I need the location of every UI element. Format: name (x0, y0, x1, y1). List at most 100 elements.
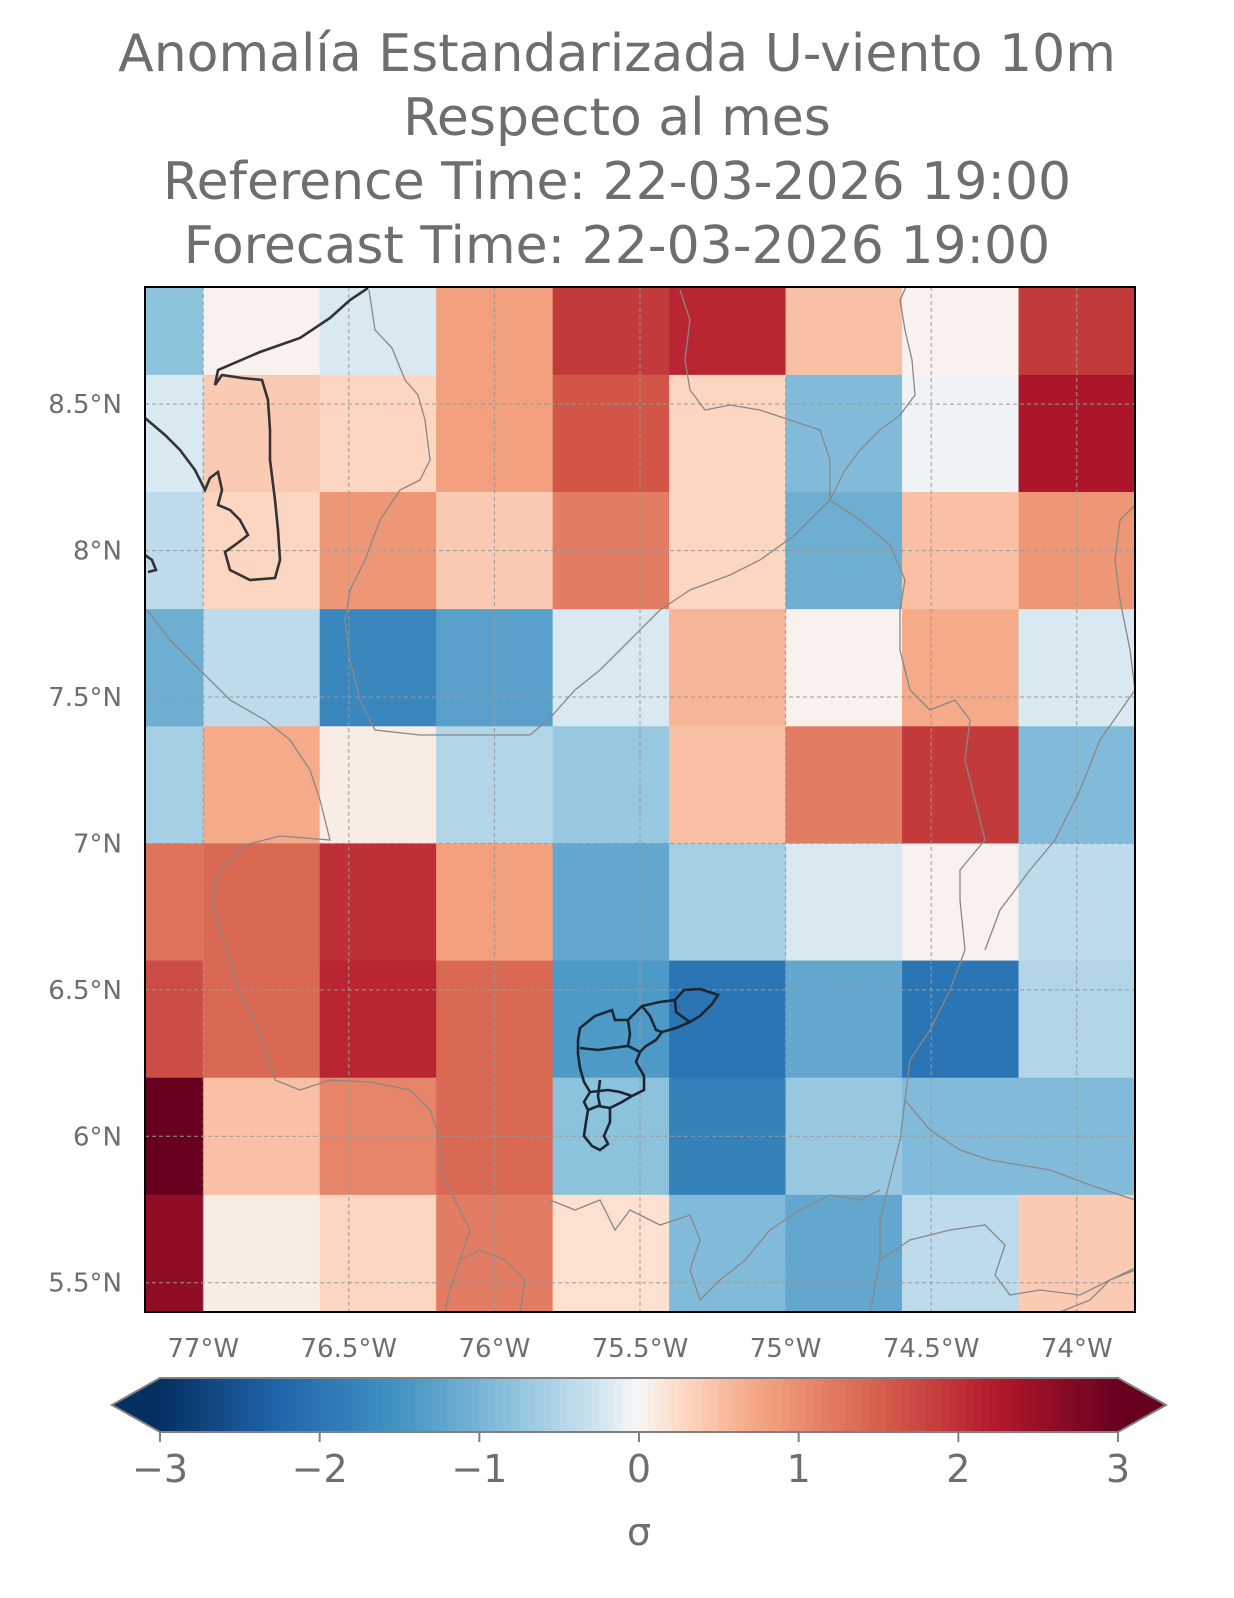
colorbar-segment (207, 1378, 217, 1432)
department-boundary (146, 609, 471, 1312)
grid-cell (902, 726, 1020, 845)
grid-cell (319, 960, 437, 1079)
geographic-boundaries (145, 287, 1135, 1312)
grid-cell (319, 374, 437, 493)
lat-tick-label: 7.5°N (48, 683, 122, 713)
grid-cell (902, 374, 1020, 493)
grid-cell (785, 960, 903, 1079)
colorbar-segment (407, 1378, 417, 1432)
colorbar-segment (758, 1378, 768, 1432)
colorbar-segment (527, 1378, 536, 1432)
grid-cell (785, 1194, 903, 1312)
colorbar-segment (455, 1378, 464, 1432)
colorbar-segment (439, 1378, 448, 1432)
colorbar-segment (287, 1378, 297, 1432)
municipality-outline (626, 1019, 632, 1047)
colorbar-segment (359, 1378, 369, 1432)
municipality-outline (587, 1104, 611, 1112)
grid-cell (669, 609, 787, 727)
grid-cell (902, 960, 1020, 1079)
colorbar-segment (1102, 1378, 1111, 1432)
longitude-axis: 77°W 76.5°W 76°W 75.5°W 75°W 74.5°W 74°W (167, 1334, 1112, 1364)
colorbar-segment (263, 1378, 273, 1432)
department-boundary (679, 289, 831, 500)
colorbar-segment (583, 1378, 592, 1432)
grid-cell (145, 609, 204, 727)
colorbar-segment (639, 1378, 648, 1432)
grid-cell (785, 374, 903, 493)
colorbar-segment (742, 1378, 752, 1432)
colorbar-segment (774, 1378, 784, 1432)
lon-tick-label: 75.5°W (592, 1334, 689, 1364)
grid-cell (552, 1194, 670, 1312)
grid-cell (552, 726, 670, 845)
colorbar-segment (1070, 1378, 1079, 1432)
grid-cell (319, 726, 437, 845)
colorbar-extend-min (112, 1378, 160, 1432)
colorbar-segment (694, 1378, 704, 1432)
colorbar-segment (798, 1378, 808, 1432)
grid-cell (319, 609, 437, 727)
grid-cell (902, 287, 1020, 376)
colorbar-segment (886, 1378, 896, 1432)
colorbar-segment (215, 1378, 225, 1432)
grid-cell (203, 287, 321, 376)
gridlines (145, 287, 1135, 1312)
colorbar-tick-label: 2 (946, 1447, 970, 1491)
colorbar-segment (479, 1378, 488, 1432)
colorbar-segment (343, 1378, 353, 1432)
colorbar-tick-label: −1 (451, 1447, 507, 1491)
grid-cell (669, 960, 787, 1079)
grid-cell (785, 609, 903, 727)
colorbar-segment (1054, 1378, 1063, 1432)
colorbar-segment (223, 1378, 233, 1432)
colorbar-segment (319, 1378, 329, 1432)
grid-cell (145, 843, 204, 962)
colorbar-segment (599, 1378, 608, 1432)
colorbar-segment (247, 1378, 257, 1432)
grid-cell (145, 1194, 204, 1312)
department-boundary (829, 499, 986, 1312)
colorbar-segment (894, 1378, 904, 1432)
colorbar-segment (1062, 1378, 1071, 1432)
colorbar-segment (1038, 1378, 1047, 1432)
colorbar-tick-label: 3 (1106, 1447, 1130, 1491)
colorbar-segment (846, 1378, 856, 1432)
colorbar-segment (423, 1378, 433, 1432)
grid-cell (669, 1194, 787, 1312)
colorbar-segment (1086, 1378, 1095, 1432)
colorbar-segment (567, 1378, 576, 1432)
colorbar-segment (678, 1378, 688, 1432)
colorbar-extend-max (1118, 1378, 1166, 1432)
colorbar-segment (1030, 1378, 1039, 1432)
grid-cell (785, 726, 903, 845)
colorbar-segment (631, 1378, 640, 1432)
colorbar-segment (918, 1378, 927, 1432)
colorbar-segment (519, 1378, 528, 1432)
colorbar-segment (1006, 1378, 1015, 1432)
grid-cell (145, 287, 204, 376)
colorbar-tick-label: −3 (132, 1447, 188, 1491)
grid-cell (785, 287, 903, 376)
colorbar-segment (726, 1378, 736, 1432)
colorbar-segment (231, 1378, 241, 1432)
colorbar-segment (175, 1378, 185, 1432)
grid-cell (669, 287, 787, 376)
colorbar-segment (934, 1378, 943, 1432)
latitude-axis: 5.5°N 6°N 6.5°N 7°N 7.5°N 8°N 8.5°N (48, 390, 122, 1299)
colorbar-segment (367, 1378, 377, 1432)
colorbar-segment (718, 1378, 728, 1432)
grid-cell (902, 609, 1020, 727)
colorbar-segment (822, 1378, 832, 1432)
department-boundary (549, 1189, 881, 1302)
department-boundary (1059, 1267, 1135, 1312)
colorbar-segment (295, 1378, 305, 1432)
colorbar-segment (782, 1378, 792, 1432)
colorbar-segment (958, 1378, 967, 1432)
colorbar-segment (1022, 1378, 1031, 1432)
colorbar-segment (750, 1378, 760, 1432)
colorbar-segment (1078, 1378, 1087, 1432)
colorbar-segment (335, 1378, 345, 1432)
colorbar-segment (327, 1378, 337, 1432)
lat-tick-label: 6.5°N (48, 976, 122, 1006)
